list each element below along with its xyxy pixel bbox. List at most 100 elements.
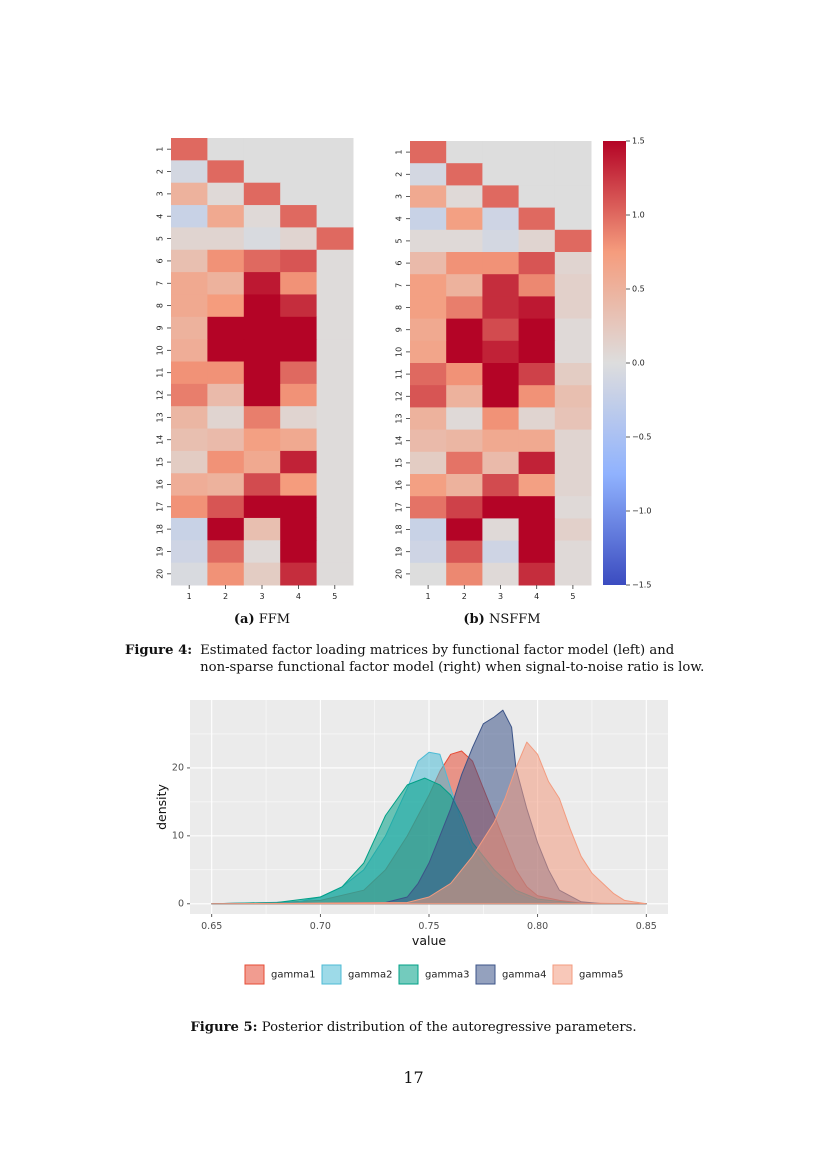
heatmap-cell bbox=[316, 205, 354, 228]
colorbar: 1.5 1.0 0.5 0.0 −0.5 −1.0 −1.5 bbox=[603, 137, 651, 590]
heatmap-cell bbox=[410, 185, 447, 209]
heatmap-cell bbox=[207, 339, 245, 362]
heatmap-cell bbox=[207, 428, 245, 452]
legend-label: gamma3 bbox=[425, 970, 469, 981]
heatmap-cell bbox=[554, 562, 592, 586]
heatmap-cell bbox=[171, 294, 208, 318]
row-tick-label: 1 bbox=[395, 150, 404, 155]
y-tick-label: 10 bbox=[172, 830, 184, 841]
col-tick-label: 5 bbox=[570, 592, 575, 601]
row-tick-label: 17 bbox=[156, 502, 165, 512]
heatmap-cell bbox=[446, 318, 483, 342]
heatmap-cell bbox=[207, 205, 245, 228]
heatmap-cell bbox=[446, 296, 483, 320]
col-tick-label: 3 bbox=[259, 592, 264, 601]
heatmap-cell bbox=[171, 517, 208, 541]
heatmap-cell bbox=[410, 385, 447, 408]
heatmap-cell bbox=[482, 363, 520, 386]
heatmap-cell bbox=[171, 339, 208, 362]
x-tick-label: 0.70 bbox=[310, 921, 331, 932]
heatmap-cell bbox=[518, 141, 556, 164]
row-tick-label: 19 bbox=[395, 547, 404, 557]
col-tick-label: 3 bbox=[498, 592, 503, 601]
heatmap-cell bbox=[243, 316, 281, 340]
heatmap-cell bbox=[316, 272, 354, 295]
heatmap-cell bbox=[280, 361, 318, 385]
row-tick-label: 13 bbox=[395, 413, 404, 423]
heatmap-cell bbox=[554, 451, 592, 475]
col-tick-label: 2 bbox=[462, 592, 467, 601]
subcaption-b-title: NSFFM bbox=[488, 612, 541, 627]
heatmap-cell bbox=[243, 272, 281, 295]
heatmap-cell bbox=[316, 473, 354, 497]
heatmap-cell bbox=[446, 207, 483, 231]
heatmap-cell bbox=[446, 163, 483, 186]
heatmap-cell bbox=[207, 450, 245, 474]
heatmap-cell bbox=[446, 185, 483, 209]
legend-swatch bbox=[475, 964, 496, 985]
heatmap-cell bbox=[171, 383, 208, 407]
heatmap-cell bbox=[410, 318, 447, 342]
row-tick-label: 8 bbox=[395, 305, 404, 310]
heatmap-cell bbox=[243, 495, 281, 519]
heatmap-cell bbox=[554, 252, 592, 275]
row-tick-label: 3 bbox=[156, 191, 165, 196]
heatmap-cell bbox=[518, 518, 556, 542]
colorbar-tick-label: −1.5 bbox=[632, 581, 651, 590]
heatmap-cell bbox=[316, 383, 354, 407]
row-tick-label: 10 bbox=[395, 347, 404, 357]
heatmap-cell bbox=[243, 361, 281, 385]
heatmap-cell bbox=[482, 207, 520, 231]
heatmap-cell bbox=[280, 249, 318, 273]
row-tick-label: 6 bbox=[156, 258, 165, 263]
legend-swatch bbox=[398, 964, 419, 985]
heatmap-cell bbox=[518, 229, 556, 253]
heatmap-cell bbox=[554, 496, 592, 519]
heatmap-cell bbox=[243, 339, 281, 362]
heatmap-cell bbox=[207, 294, 245, 318]
heatmap-cell bbox=[316, 361, 354, 385]
heatmap-cell bbox=[280, 272, 318, 295]
heatmap-cell bbox=[482, 296, 520, 320]
heatmap-cell bbox=[410, 518, 447, 542]
heatmap-cell bbox=[554, 229, 592, 253]
heatmap-cell bbox=[518, 562, 556, 586]
heatmap-cell bbox=[207, 138, 245, 161]
heatmap-cell bbox=[554, 474, 592, 497]
colorbar-gradient bbox=[603, 141, 626, 585]
heatmap-cell bbox=[171, 138, 208, 161]
heatmap-cell bbox=[316, 562, 354, 586]
colorbar-tick-label: 1.0 bbox=[632, 211, 645, 220]
heatmap-cell bbox=[207, 316, 245, 340]
heatmap-cell bbox=[446, 518, 483, 542]
heatmap-cell bbox=[554, 185, 592, 209]
heatmap-cell bbox=[446, 385, 483, 408]
heatmap-cell bbox=[518, 296, 556, 320]
heatmap-cell bbox=[482, 451, 520, 475]
heatmap-cell bbox=[280, 428, 318, 452]
heatmap-cell bbox=[280, 450, 318, 474]
heatmap-cell bbox=[554, 385, 592, 408]
row-tick-label: 16 bbox=[395, 480, 404, 490]
legend-label: gamma1 bbox=[271, 970, 315, 981]
figure-4-caption-label: Figure 4: bbox=[125, 643, 193, 658]
heatmap-cell bbox=[518, 540, 556, 564]
heatmap-cell bbox=[316, 517, 354, 541]
row-tick-label: 18 bbox=[395, 524, 404, 534]
row-tick-label: 11 bbox=[395, 369, 404, 379]
heatmap-cell bbox=[482, 562, 520, 586]
heatmap-cell bbox=[316, 339, 354, 362]
heatmap-cell bbox=[482, 229, 520, 253]
heatmap-cell bbox=[280, 517, 318, 541]
x-tick-label: 0.75 bbox=[418, 921, 439, 932]
heatmap-cell bbox=[171, 182, 208, 206]
heatmap-cell bbox=[518, 407, 556, 431]
heatmap-cell bbox=[410, 296, 447, 320]
heatmap-cell bbox=[554, 340, 592, 364]
heatmap-cell bbox=[207, 272, 245, 295]
heatmap-cell bbox=[518, 385, 556, 408]
heatmap-cell bbox=[518, 207, 556, 231]
